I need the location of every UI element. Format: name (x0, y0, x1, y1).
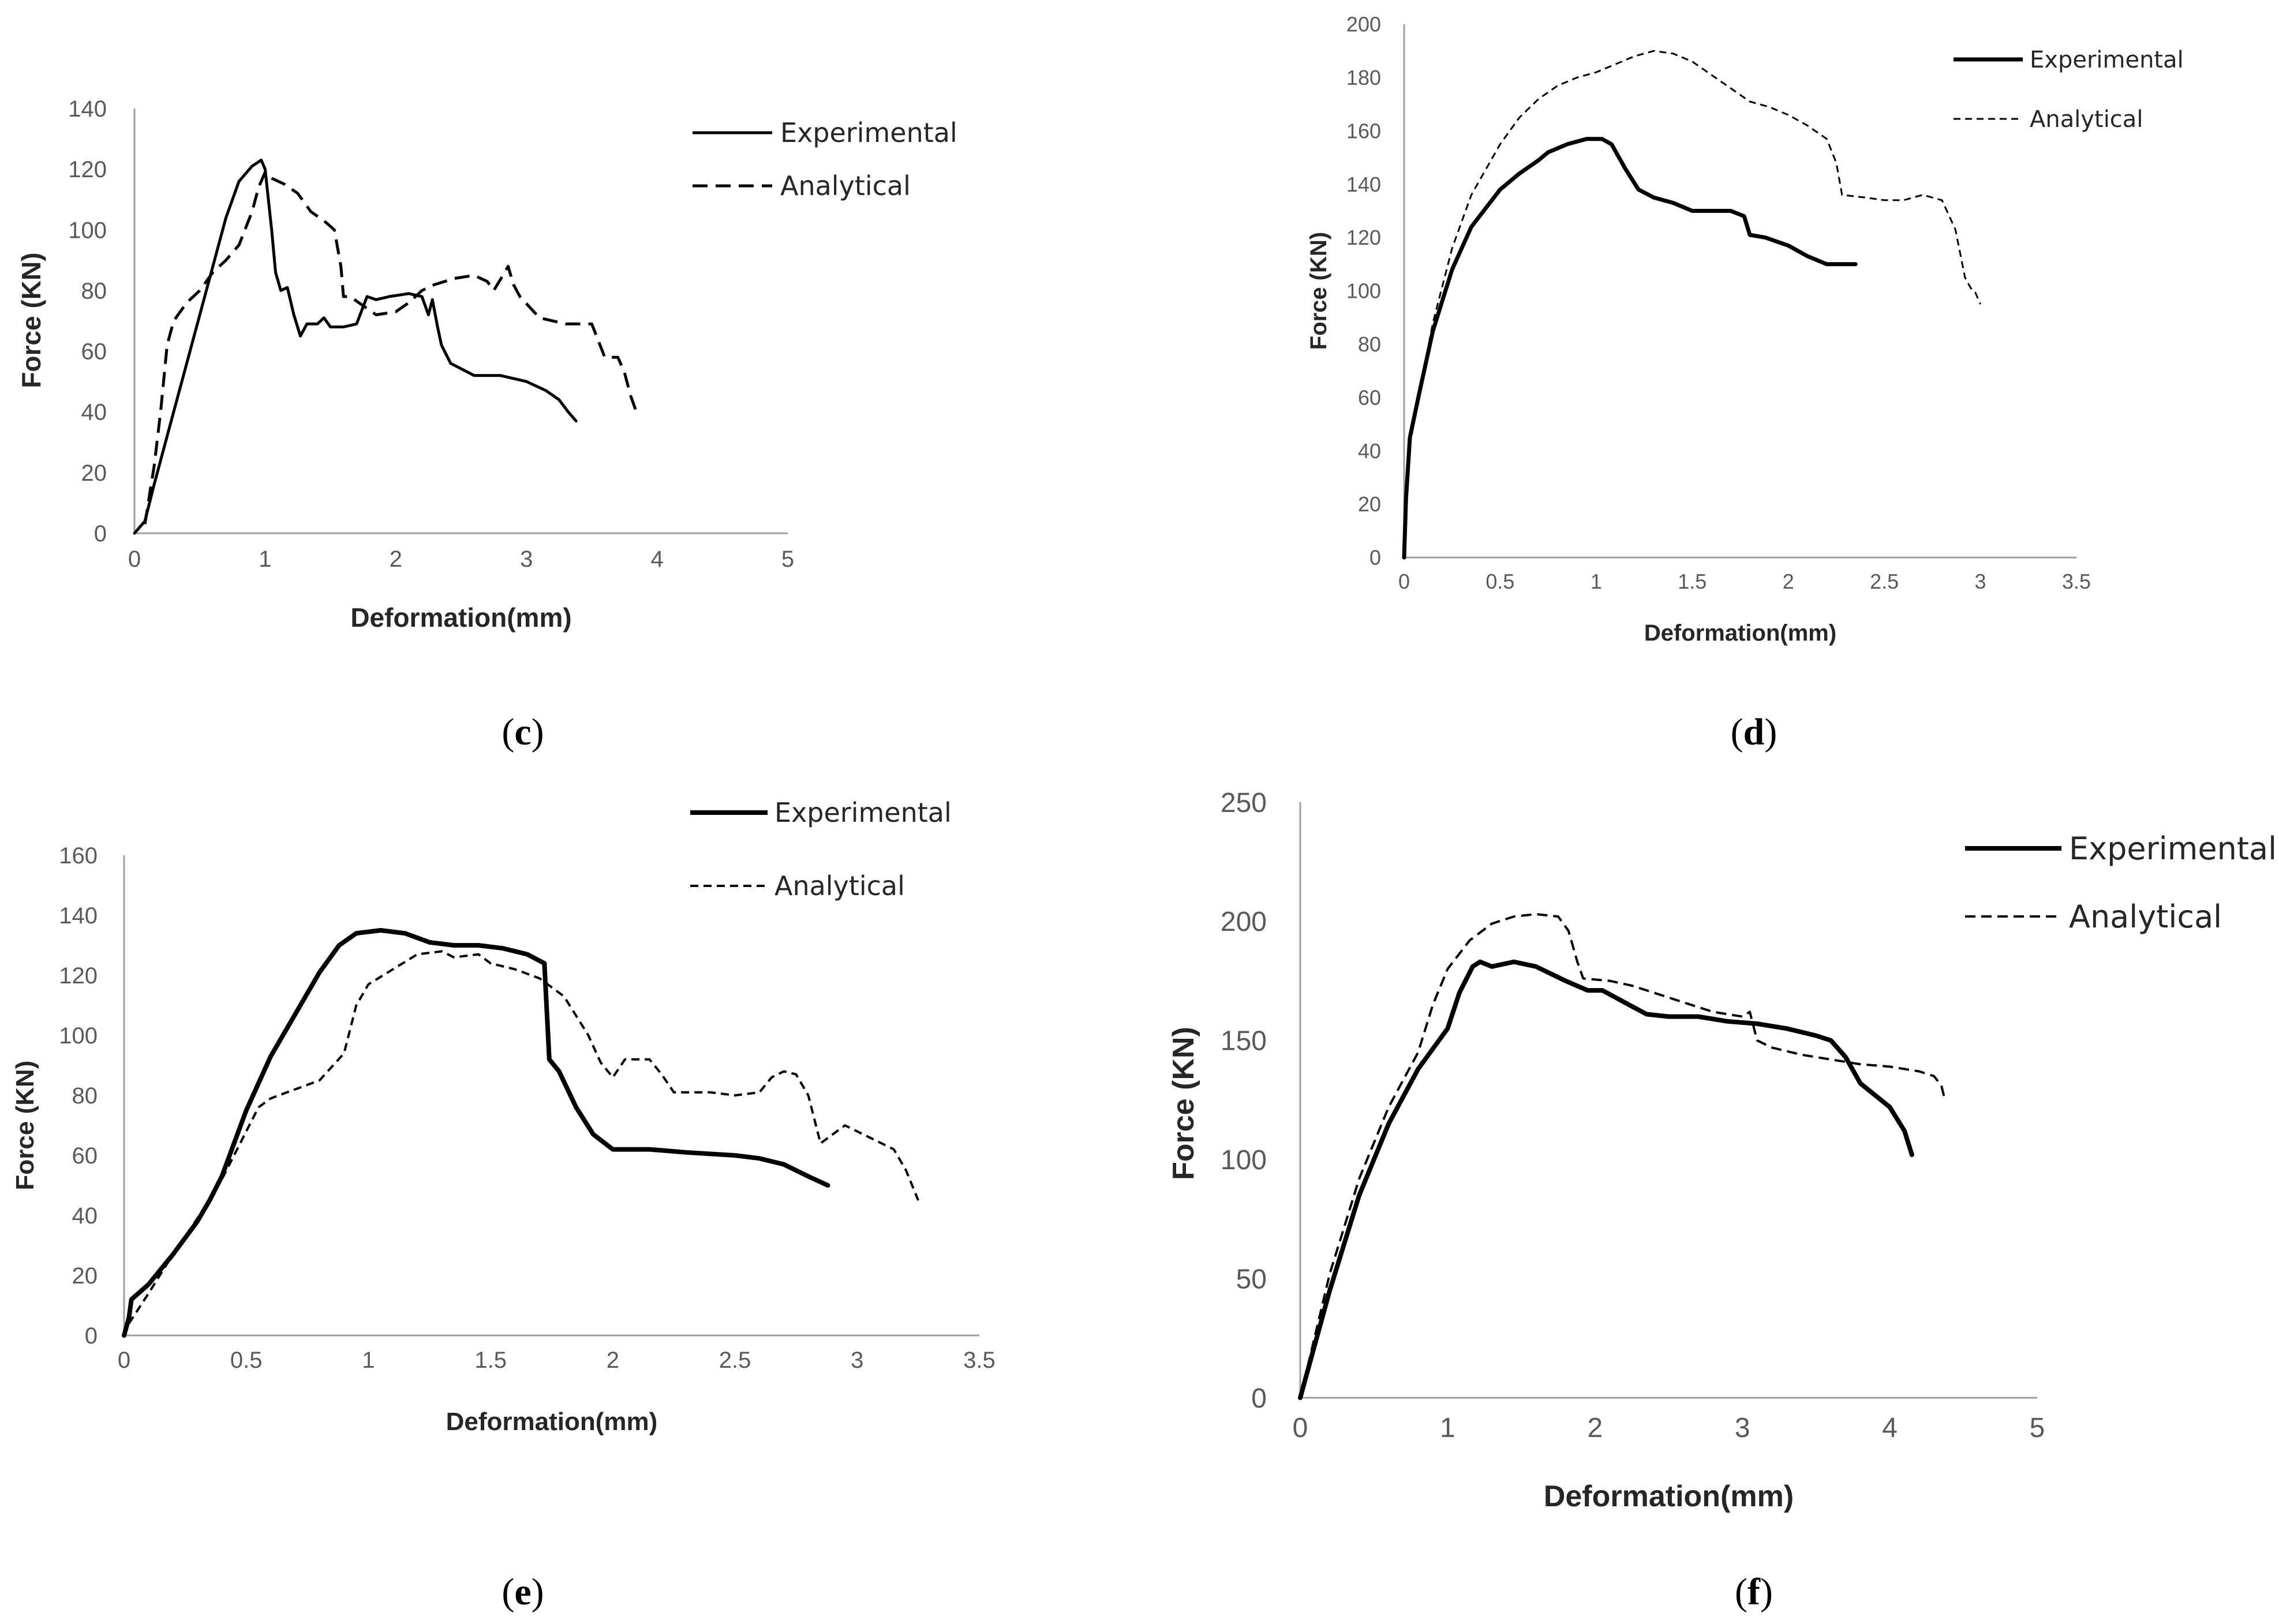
x-tick-label: 2.5 (1870, 570, 1899, 593)
y-tick-label: 40 (72, 1203, 98, 1229)
legend-label-experimental: Experimental (780, 117, 957, 148)
x-tick-label: 0.5 (1485, 570, 1514, 593)
x-tick-label: 2.5 (719, 1348, 751, 1373)
y-tick-label: 120 (1346, 226, 1381, 249)
x-tick-label: 0.5 (230, 1348, 263, 1373)
experimental-series-line (1298, 959, 1914, 1400)
x-tick-label: 3 (851, 1348, 863, 1373)
chart-panel-c: 0 1 2 3 4 5 0 20 40 60 80 100 120 140 Deformation(mm) F… (16, 96, 957, 753)
y-axis-title: Force (KN) (1167, 1027, 1200, 1180)
panel-caption: (f) (1735, 1571, 1773, 1613)
panel-caption-letter: c (514, 711, 531, 753)
y-tick-label: 140 (68, 96, 107, 122)
y-tick-label: 140 (59, 903, 98, 929)
x-axis-title: Deformation(mm) (350, 603, 571, 633)
x-tick-label: 1 (1440, 1413, 1455, 1443)
y-tick-label: 20 (1358, 492, 1381, 516)
panel-caption-letter: f (1747, 1571, 1761, 1613)
x-tick-label: 1 (259, 547, 271, 572)
y-tick-label: 0 (1251, 1383, 1267, 1414)
y-tick-label: 150 (1221, 1026, 1267, 1057)
x-tick-label: 5 (781, 547, 794, 572)
y-axis-title: Force (KN) (16, 252, 46, 388)
legend-label-experimental: Experimental (2069, 830, 2277, 867)
y-axis-title: Force (KN) (11, 1061, 39, 1191)
x-tick-label: 3 (1735, 1413, 1750, 1443)
y-tick-label: 0 (94, 521, 107, 547)
y-tick-label: 0 (85, 1323, 98, 1349)
legend-label-experimental: Experimental (774, 797, 952, 828)
x-axis-title: Deformation(mm) (1544, 1480, 1794, 1513)
y-tick-label: 80 (1358, 332, 1381, 356)
y-tick-label: 200 (1221, 907, 1267, 937)
x-tick-label: 1 (1591, 570, 1602, 593)
y-tick-label: 80 (72, 1083, 98, 1109)
panel-caption: (d) (1731, 711, 1777, 753)
y-tick-label: 100 (68, 218, 107, 243)
experimental-series-line (1402, 137, 1858, 560)
y-tick-label: 80 (81, 278, 107, 304)
legend-label-analytical: Analytical (2069, 899, 2222, 935)
x-tick-label: 2 (390, 547, 402, 572)
analytical-series-line (143, 170, 639, 525)
y-tick-label: 250 (1221, 788, 1267, 818)
legend-label-experimental: Experimental (2030, 47, 2184, 73)
x-tick-label: 5 (2030, 1413, 2045, 1443)
analytical-series-line (1299, 913, 1946, 1398)
y-tick-label: 120 (68, 157, 107, 182)
x-tick-label: 3.5 (2062, 570, 2091, 593)
analytical-series-line (1409, 50, 1981, 446)
legend-label-analytical: Analytical (780, 170, 911, 201)
y-axis-title: Force (KN) (1306, 232, 1331, 350)
panel-caption-letter: d (1743, 711, 1765, 753)
x-tick-label: 4 (650, 547, 663, 572)
y-tick-label: 60 (1358, 386, 1381, 409)
y-tick-label: 120 (59, 963, 98, 989)
chart-panel-e: 0 0.5 1 1.5 2 2.5 3 3.5 0 20 40 60 80 100 120 140 160 Def… (11, 797, 996, 1613)
y-tick-label: 40 (81, 400, 107, 425)
y-tick-label: 50 (1236, 1264, 1267, 1294)
y-tick-label: 20 (72, 1263, 98, 1289)
x-tick-label: 1.5 (1678, 570, 1707, 593)
x-axis-title: Deformation(mm) (446, 1408, 658, 1436)
y-tick-label: 180 (1346, 66, 1381, 89)
y-tick-label: 100 (1346, 279, 1381, 303)
y-tick-label: 60 (72, 1143, 98, 1169)
y-tick-label: 160 (59, 843, 98, 869)
y-tick-label: 100 (1221, 1145, 1267, 1176)
chart-panel-d: 0 0.5 1 1.5 2 2.5 3 3.5 0 20 40 60 80 100 120 140 160 180… (1306, 13, 2184, 753)
x-axis-title: Deformation(mm) (1644, 620, 1836, 646)
x-tick-label: 3 (1975, 570, 1986, 593)
y-tick-label: 0 (1369, 546, 1381, 570)
y-tick-label: 20 (81, 461, 107, 486)
x-tick-label: 2 (1587, 1413, 1603, 1443)
y-tick-label: 140 (1346, 173, 1381, 196)
x-tick-label: 0 (128, 547, 141, 572)
x-tick-label: 0 (1398, 570, 1410, 593)
x-tick-label: 2 (607, 1348, 619, 1373)
x-tick-label: 1.5 (474, 1348, 507, 1373)
experimental-series-line (133, 158, 578, 535)
panel-caption-letter: e (514, 1571, 531, 1613)
y-tick-label: 200 (1346, 13, 1381, 36)
panel-caption: (c) (502, 711, 544, 753)
y-tick-label: 160 (1346, 119, 1381, 143)
y-tick-label: 40 (1358, 439, 1381, 463)
analytical-series-line (128, 950, 919, 1324)
legend-label-analytical: Analytical (2030, 106, 2143, 133)
panel-caption: (e) (502, 1571, 544, 1613)
x-tick-label: 0 (1293, 1413, 1308, 1443)
x-tick-label: 3 (520, 547, 533, 572)
legend-label-analytical: Analytical (774, 870, 905, 901)
chart-panel-f: 0 1 2 3 4 5050100150200250Deformation(mm)Forc… (1167, 788, 2277, 1613)
y-tick-label: 60 (81, 339, 107, 365)
x-tick-label: 1 (362, 1348, 375, 1373)
x-tick-label: 4 (1882, 1413, 1898, 1443)
x-tick-label: 2 (1783, 570, 1794, 593)
x-tick-label: 3.5 (963, 1348, 996, 1373)
y-tick-label: 100 (59, 1023, 98, 1049)
experimental-series-line (122, 928, 830, 1338)
x-tick-label: 0 (118, 1348, 130, 1373)
